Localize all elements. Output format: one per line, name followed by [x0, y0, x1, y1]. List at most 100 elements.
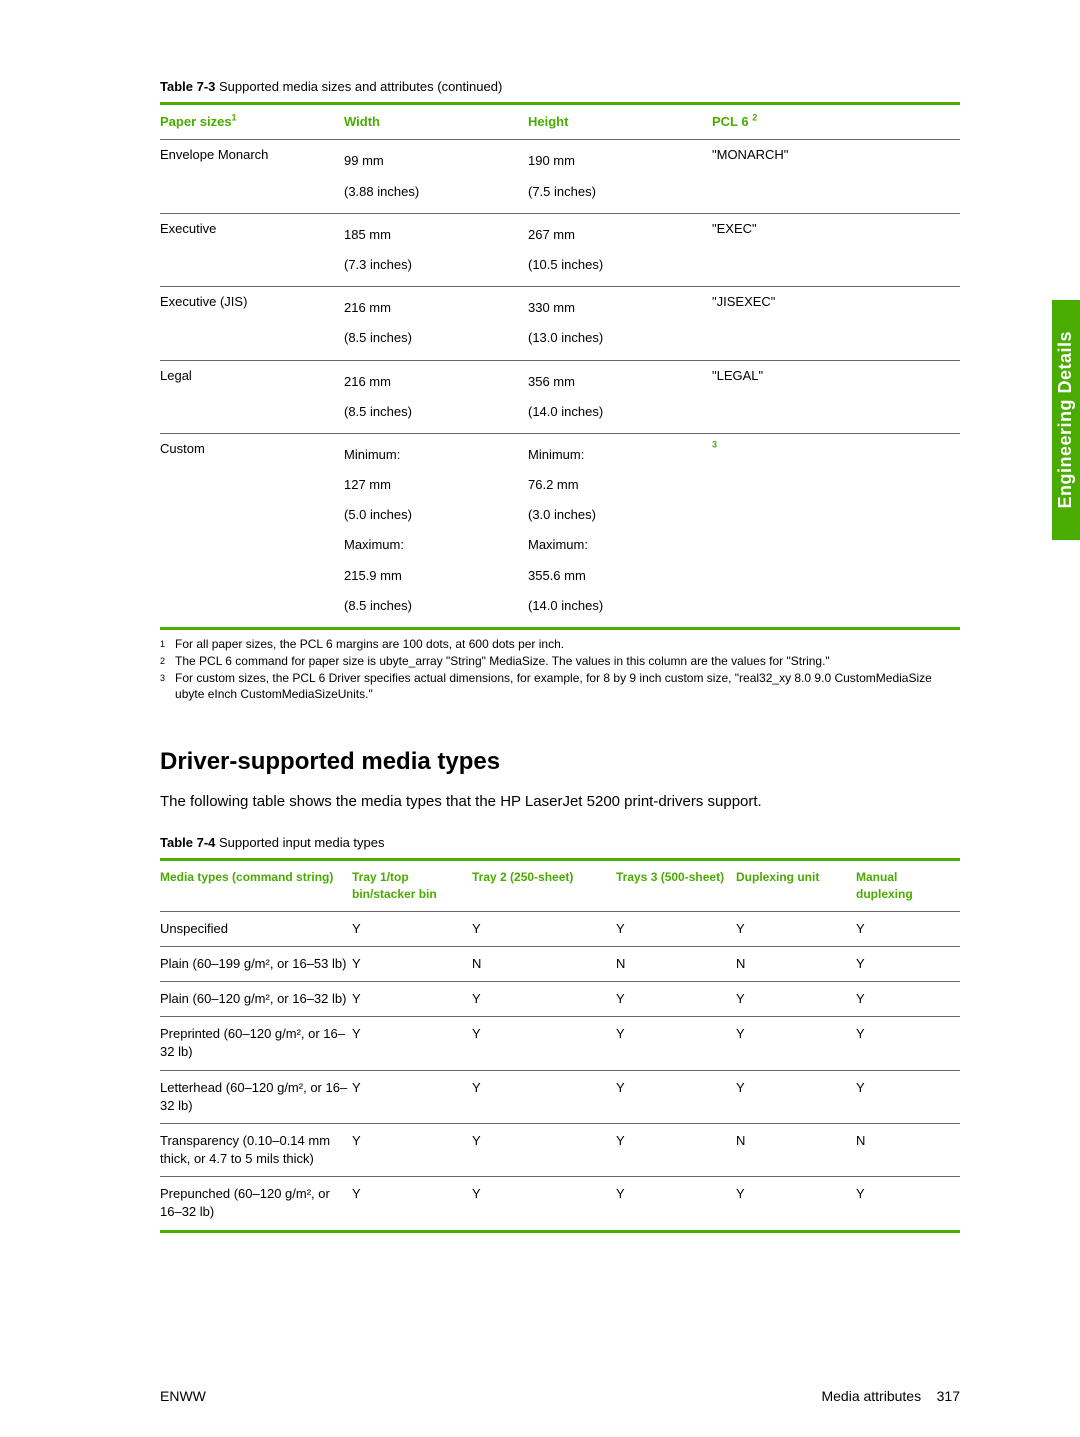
table-row: CustomMinimum:127 mm(5.0 inches)Maximum:… [160, 433, 960, 628]
table1-h3: Height [528, 104, 712, 140]
cell-value: Y [736, 1177, 856, 1231]
cell-value: Y [856, 1070, 960, 1123]
cell-value: N [856, 1123, 960, 1176]
page-footer: ENWW Media attributes 317 [160, 1387, 960, 1407]
cell-pcl6: "EXEC" [712, 213, 960, 286]
cell-value: Y [856, 1017, 960, 1070]
footnote-text: For custom sizes, the PCL 6 Driver speci… [175, 670, 960, 704]
cell-height: 356 mm(14.0 inches) [528, 360, 712, 433]
table-row: Plain (60–120 g/m², or 16–32 lb)YYYYY [160, 981, 960, 1016]
cell-width: Minimum:127 mm(5.0 inches)Maximum:215.9 … [344, 433, 528, 628]
cell-paper-size: Executive (JIS) [160, 287, 344, 360]
cell-value: Y [352, 1070, 472, 1123]
cell-value: Y [352, 911, 472, 946]
cell-value: Y [472, 911, 616, 946]
cell-value: N [736, 1123, 856, 1176]
cell-value: Y [616, 1070, 736, 1123]
cell-pcl6: "LEGAL" [712, 360, 960, 433]
cell-pcl6: "MONARCH" [712, 140, 960, 213]
cell-value: Y [352, 1177, 472, 1231]
table1-caption-prefix: Table 7-3 [160, 79, 215, 94]
table2-caption-prefix: Table 7-4 [160, 835, 215, 850]
cell-media-type: Letterhead (60–120 g/m², or 16–32 lb) [160, 1070, 352, 1123]
page: Engineering Details Table 7-3 Supported … [0, 0, 1080, 1437]
footer-left: ENWW [160, 1387, 206, 1407]
cell-media-type: Preprinted (60–120 g/m², or 16–32 lb) [160, 1017, 352, 1070]
cell-value: Y [856, 946, 960, 981]
cell-media-type: Transparency (0.10–0.14 mm thick, or 4.7… [160, 1123, 352, 1176]
table2-header: Manual duplexing [856, 859, 960, 911]
section-heading: Driver-supported media types [160, 745, 960, 779]
side-tab-label: Engineering Details [1053, 331, 1078, 509]
cell-media-type: Prepunched (60–120 g/m², or 16–32 lb) [160, 1177, 352, 1231]
table1-h4: PCL 6 2 [712, 104, 960, 140]
table-row: Preprinted (60–120 g/m², or 16–32 lb)YYY… [160, 1017, 960, 1070]
cell-value: Y [352, 981, 472, 1016]
footnote-number: 3 [160, 670, 175, 704]
table-row: Prepunched (60–120 g/m², or 16–32 lb)YYY… [160, 1177, 960, 1231]
cell-value: Y [472, 1123, 616, 1176]
table2-header-row: Media types (command string)Tray 1/top b… [160, 859, 960, 911]
cell-value: Y [616, 1017, 736, 1070]
cell-media-type: Unspecified [160, 911, 352, 946]
table-row: UnspecifiedYYYYY [160, 911, 960, 946]
cell-value: Y [352, 1123, 472, 1176]
cell-value: Y [616, 911, 736, 946]
cell-value: Y [352, 946, 472, 981]
cell-value: Y [616, 981, 736, 1016]
cell-value: N [616, 946, 736, 981]
footnote: 1For all paper sizes, the PCL 6 margins … [160, 636, 960, 653]
cell-media-type: Plain (60–120 g/m², or 16–32 lb) [160, 981, 352, 1016]
table-row: Executive185 mm(7.3 inches)267 mm(10.5 i… [160, 213, 960, 286]
footnote-text: For all paper sizes, the PCL 6 margins a… [175, 636, 960, 653]
cell-height: 330 mm(13.0 inches) [528, 287, 712, 360]
footnote: 2The PCL 6 command for paper size is uby… [160, 653, 960, 670]
cell-paper-size: Legal [160, 360, 344, 433]
cell-value: Y [616, 1123, 736, 1176]
cell-value: Y [352, 1017, 472, 1070]
cell-value: Y [736, 1017, 856, 1070]
table-row: Legal216 mm(8.5 inches)356 mm(14.0 inche… [160, 360, 960, 433]
table1-caption: Table 7-3 Supported media sizes and attr… [160, 78, 960, 96]
table-row: Letterhead (60–120 g/m², or 16–32 lb)YYY… [160, 1070, 960, 1123]
cell-height: 190 mm(7.5 inches) [528, 140, 712, 213]
cell-value: Y [856, 1177, 960, 1231]
table2-header: Trays 3 (500-sheet) [616, 859, 736, 911]
cell-value: Y [472, 981, 616, 1016]
cell-width: 216 mm(8.5 inches) [344, 360, 528, 433]
table2-header: Media types (command string) [160, 859, 352, 911]
table2: Media types (command string)Tray 1/top b… [160, 858, 960, 1233]
cell-width: 216 mm(8.5 inches) [344, 287, 528, 360]
cell-value: N [736, 946, 856, 981]
table1-caption-text: Supported media sizes and attributes (co… [215, 79, 502, 94]
cell-value: Y [472, 1017, 616, 1070]
side-tab: Engineering Details [1052, 300, 1080, 540]
cell-value: Y [856, 911, 960, 946]
footnotes: 1For all paper sizes, the PCL 6 margins … [160, 636, 960, 703]
cell-value: Y [736, 1070, 856, 1123]
cell-pcl6: 3 [712, 433, 960, 628]
cell-value: Y [856, 981, 960, 1016]
footnote-text: The PCL 6 command for paper size is ubyt… [175, 653, 960, 670]
cell-width: 185 mm(7.3 inches) [344, 213, 528, 286]
table2-caption-text: Supported input media types [215, 835, 384, 850]
cell-value: Y [736, 911, 856, 946]
cell-value: Y [736, 981, 856, 1016]
cell-value: Y [616, 1177, 736, 1231]
footnote-number: 1 [160, 636, 175, 653]
footnote: 3For custom sizes, the PCL 6 Driver spec… [160, 670, 960, 704]
cell-media-type: Plain (60–199 g/m², or 16–53 lb) [160, 946, 352, 981]
table1-h2: Width [344, 104, 528, 140]
table-row: Envelope Monarch99 mm(3.88 inches)190 mm… [160, 140, 960, 213]
table2-header: Tray 2 (250-sheet) [472, 859, 616, 911]
table-row: Executive (JIS)216 mm(8.5 inches)330 mm(… [160, 287, 960, 360]
cell-pcl6: "JISEXEC" [712, 287, 960, 360]
cell-height: Minimum:76.2 mm(3.0 inches)Maximum:355.6… [528, 433, 712, 628]
section-intro: The following table shows the media type… [160, 791, 960, 812]
table-row: Plain (60–199 g/m², or 16–53 lb)YNNNY [160, 946, 960, 981]
cell-width: 99 mm(3.88 inches) [344, 140, 528, 213]
footer-right: Media attributes 317 [821, 1387, 960, 1407]
cell-paper-size: Custom [160, 433, 344, 628]
table-row: Transparency (0.10–0.14 mm thick, or 4.7… [160, 1123, 960, 1176]
table2-header: Tray 1/top bin/stacker bin [352, 859, 472, 911]
